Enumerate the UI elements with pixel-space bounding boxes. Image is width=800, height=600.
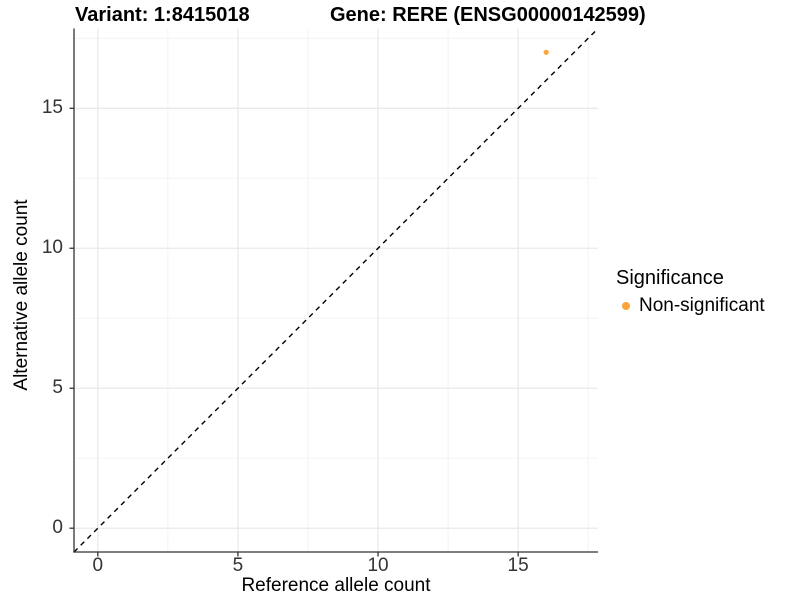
legend-item-label: Non-significant <box>639 295 765 316</box>
legend-item-non-significant: Non-significant <box>616 295 765 317</box>
variant-title: Variant: 1:8415018 <box>75 4 250 26</box>
x-tick-label: 5 <box>232 555 244 576</box>
gene-title: Gene: RERE (ENSG00000142599) <box>330 4 646 26</box>
x-axis-title: Reference allele count <box>241 575 431 596</box>
legend: Significance Non-significant <box>616 267 765 317</box>
legend-title: Significance <box>616 267 724 289</box>
y-axis-title: Alternative allele count <box>11 199 32 391</box>
y-tick-label: 5 <box>52 377 63 399</box>
y-tick-label: 15 <box>41 97 63 119</box>
y-tick-label: 0 <box>52 517 63 539</box>
x-tick-label: 10 <box>367 555 389 576</box>
data-point <box>543 49 549 55</box>
x-tick-label: 0 <box>92 555 104 576</box>
x-tick-label: 15 <box>507 555 529 576</box>
legend-key-dot <box>622 302 630 310</box>
y-tick-label: 10 <box>41 237 63 259</box>
identity-reference-line <box>73 28 599 553</box>
